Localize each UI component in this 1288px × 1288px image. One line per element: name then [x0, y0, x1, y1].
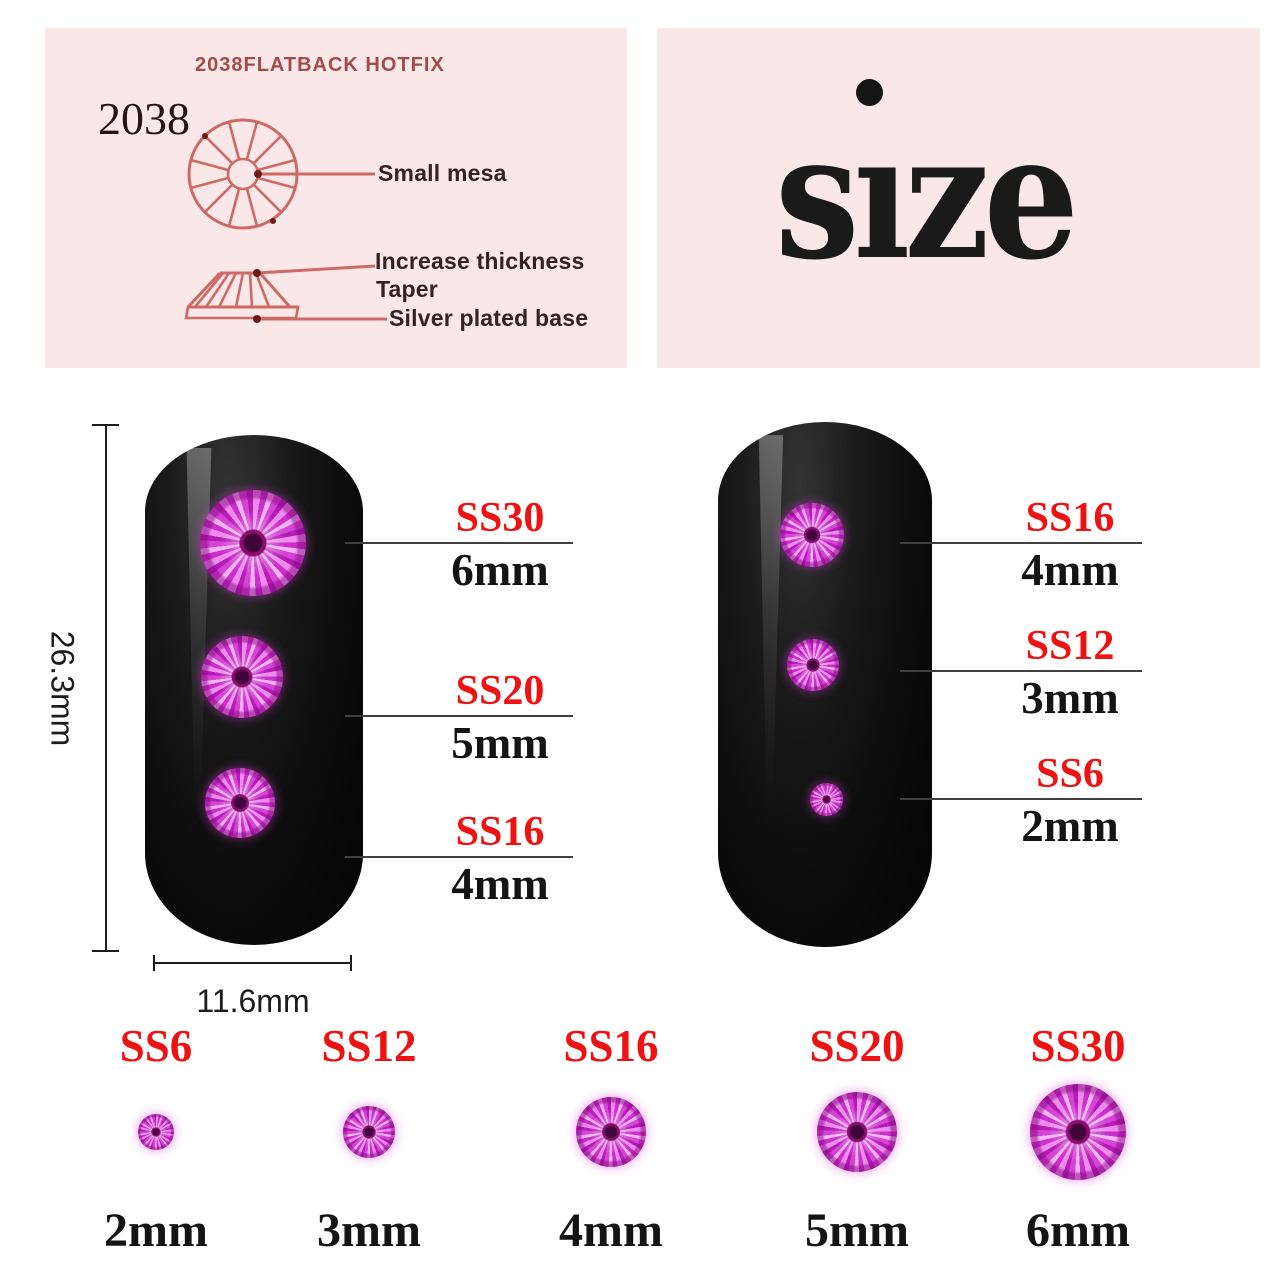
size-mm: 4mm	[559, 1204, 663, 1257]
measure-line-horizontal	[154, 962, 352, 964]
size-mm: 4mm	[1021, 545, 1119, 595]
i-dot-icon	[856, 79, 883, 106]
leader-line	[900, 798, 1142, 800]
rhinestone-sample-ss12	[343, 1106, 395, 1158]
size-mm: 6mm	[1026, 1204, 1130, 1257]
size-item-ss20: SS20 5mm	[772, 1022, 942, 1256]
callout-ss20: SS20 5mm	[345, 669, 573, 767]
stone-box	[817, 1070, 897, 1194]
rhinestone-ss6	[810, 783, 843, 816]
size-code: SS20	[809, 1021, 905, 1071]
nail-length-label: 26.3mm	[44, 630, 81, 747]
rhinestone-sample-ss20	[817, 1092, 897, 1172]
size-item-ss30: SS30 6mm	[993, 1022, 1163, 1256]
measure-line-vertical	[105, 425, 107, 952]
leader-line	[900, 670, 1142, 672]
model-number: 2038	[98, 93, 190, 144]
measure-tick-right	[350, 955, 352, 971]
size-code: SS6	[119, 1021, 193, 1071]
leader-line	[345, 715, 573, 717]
leader-line	[900, 542, 1142, 544]
size-mm: 4mm	[451, 859, 549, 909]
size-code: SS12	[1025, 623, 1115, 669]
stone-box	[138, 1070, 174, 1194]
size-mm: 3mm	[317, 1204, 421, 1257]
size-mm: 5mm	[451, 718, 549, 768]
rhinestone-sample-ss6	[138, 1114, 174, 1150]
rhinestone-ss16-small	[780, 503, 844, 567]
label-small-mesa: Small mesa	[378, 160, 507, 186]
size-code: SS16	[1025, 495, 1115, 541]
size-heading: sıze	[775, 96, 1079, 299]
size-code: SS12	[321, 1021, 417, 1071]
size-mm: 6mm	[451, 545, 549, 595]
label-taper: Taper	[376, 276, 438, 302]
rhinestone-ss30	[200, 490, 306, 596]
leader-line	[345, 856, 573, 858]
size-code: SS20	[455, 668, 545, 714]
rhinestone-sample-ss16	[576, 1097, 646, 1167]
size-panel: sıze	[657, 28, 1260, 368]
size-item-ss16: SS16 4mm	[526, 1022, 696, 1256]
rhinestone-ss12	[787, 639, 839, 691]
label-silver-plated-base: Silver plated base	[389, 305, 589, 331]
measure-tick-bottom	[92, 950, 119, 952]
rhinestone-ss20	[201, 636, 283, 718]
callout-ss16-left: SS16 4mm	[345, 810, 573, 908]
rhinestone-diagram	[184, 118, 387, 323]
stone-box	[343, 1070, 395, 1194]
leader-line	[345, 542, 573, 544]
size-code: SS16	[563, 1021, 659, 1071]
stone-box	[576, 1070, 646, 1194]
size-mm: 3mm	[1021, 673, 1119, 723]
size-code: SS16	[455, 809, 545, 855]
spec-panel: 2038FLATBACK HOTFIX 2038 Small mesa Incr…	[45, 28, 627, 368]
callout-ss6: SS6 2mm	[900, 752, 1142, 850]
spec-title: 2038FLATBACK HOTFIX	[195, 54, 445, 76]
label-increase-thickness: Increase thickness	[375, 248, 585, 274]
rhinestone-ss16	[205, 768, 275, 838]
measure-tick-top	[92, 424, 119, 426]
nail-width-label: 11.6mm	[196, 983, 310, 1019]
size-mm: 5mm	[805, 1204, 909, 1257]
callout-ss30: SS30 6mm	[345, 496, 573, 594]
size-code: SS30	[455, 495, 545, 541]
size-mm: 2mm	[1021, 801, 1119, 851]
size-item-ss12: SS12 3mm	[284, 1022, 454, 1256]
size-code: SS6	[1036, 751, 1104, 797]
size-item-ss6: SS6 2mm	[71, 1022, 241, 1256]
callout-ss16-right: SS16 4mm	[900, 496, 1142, 594]
stone-box	[1030, 1070, 1126, 1194]
callout-ss12: SS12 3mm	[900, 624, 1142, 722]
rhinestone-sample-ss30	[1030, 1084, 1126, 1180]
size-code: SS30	[1030, 1021, 1126, 1071]
size-mm: 2mm	[104, 1204, 208, 1257]
measure-tick-left	[153, 955, 155, 971]
